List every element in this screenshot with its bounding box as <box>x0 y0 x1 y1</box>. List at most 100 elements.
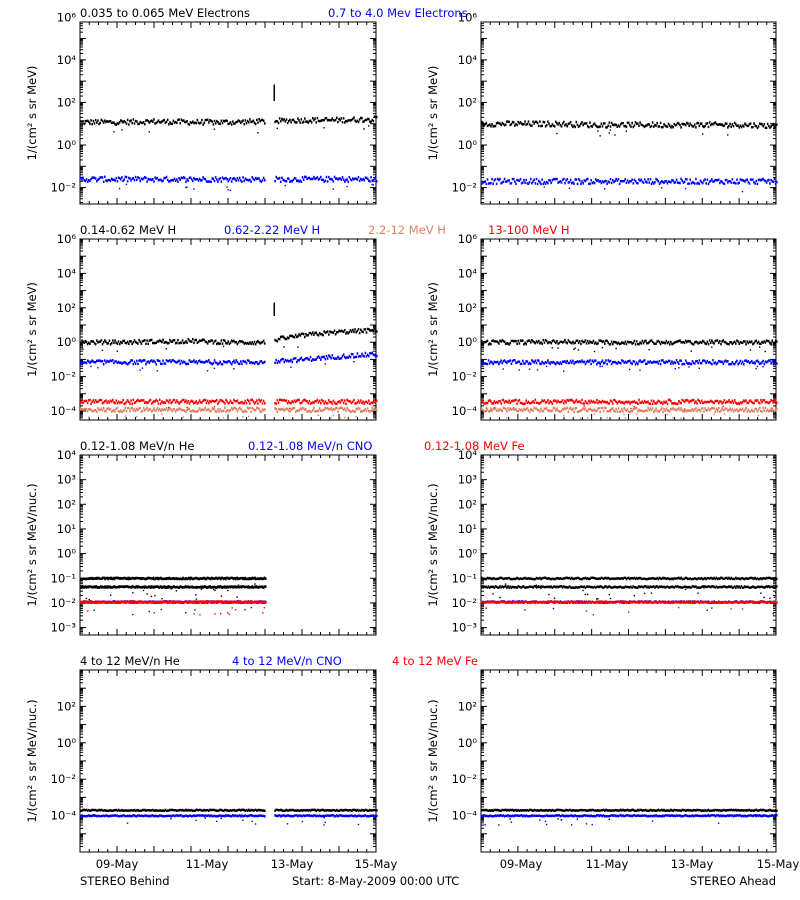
data-point <box>622 401 624 404</box>
data-point <box>172 359 175 362</box>
data-point <box>752 125 754 129</box>
data-point <box>285 118 288 121</box>
data-point <box>613 180 615 184</box>
data-point <box>246 178 249 182</box>
data-point <box>635 122 638 125</box>
data-point <box>496 121 499 124</box>
data-point <box>506 342 508 345</box>
data-point <box>309 119 312 122</box>
data-point <box>648 181 651 184</box>
data-point <box>363 119 366 123</box>
data-point <box>712 359 714 362</box>
data-point <box>88 120 90 124</box>
data-point <box>372 401 375 404</box>
data-point <box>518 360 521 363</box>
data-point <box>619 179 622 183</box>
data-point <box>297 359 299 362</box>
data-point <box>525 343 528 346</box>
data-point <box>283 409 286 412</box>
data-point <box>339 330 342 333</box>
data-point <box>515 398 517 402</box>
data-point <box>635 413 638 415</box>
data-point <box>148 131 150 133</box>
data-point <box>717 123 720 126</box>
data-point <box>348 354 351 358</box>
data-point <box>482 361 484 364</box>
data-point <box>253 402 256 405</box>
data-point <box>483 362 485 365</box>
data-point <box>182 341 185 345</box>
data-point <box>242 402 244 405</box>
data-point <box>509 182 512 185</box>
data-point <box>615 407 618 411</box>
data-point <box>296 179 298 183</box>
data-point <box>712 401 714 404</box>
data-point <box>519 401 522 405</box>
data-point <box>703 401 705 404</box>
data-point <box>631 409 633 413</box>
data-point <box>766 122 769 126</box>
data-point <box>354 355 356 359</box>
data-point <box>202 399 204 403</box>
data-point <box>547 341 549 345</box>
data-point <box>300 401 303 405</box>
data-point <box>516 342 518 345</box>
data-point <box>488 182 491 185</box>
data-point <box>170 588 173 590</box>
data-point <box>302 332 305 336</box>
data-point <box>550 181 553 185</box>
data-point <box>150 586 152 589</box>
data-point <box>110 341 113 345</box>
data-point <box>771 339 774 342</box>
data-point <box>760 362 762 365</box>
data-point <box>757 401 760 404</box>
data-point <box>217 180 219 183</box>
data-point <box>357 175 360 179</box>
data-point <box>737 401 739 405</box>
data-point <box>114 402 116 405</box>
data-point <box>310 177 313 180</box>
data-point <box>490 360 492 363</box>
data-point <box>599 410 602 414</box>
series-black <box>80 585 267 601</box>
data-point <box>569 359 572 363</box>
data-point <box>171 359 174 362</box>
data-point <box>164 408 167 411</box>
data-point <box>539 402 541 405</box>
data-point <box>222 360 225 363</box>
data-point <box>646 401 648 404</box>
data-point <box>336 331 338 334</box>
data-point <box>240 340 242 343</box>
data-point <box>651 181 654 184</box>
data-point <box>128 361 130 365</box>
data-point <box>241 400 243 404</box>
data-point <box>315 331 318 334</box>
data-point <box>638 343 640 346</box>
data-point <box>652 125 655 128</box>
data-point <box>233 176 235 180</box>
data-point <box>142 589 145 592</box>
data-point <box>356 119 359 123</box>
data-point <box>140 410 143 413</box>
data-point <box>745 123 747 126</box>
data-point <box>330 177 332 181</box>
data-point <box>549 362 551 366</box>
data-point <box>496 408 499 411</box>
data-point <box>264 122 266 125</box>
data-point <box>302 358 305 362</box>
data-point <box>548 341 550 344</box>
data-point <box>750 340 753 343</box>
data-point <box>290 121 292 124</box>
data-point <box>609 129 612 131</box>
data-point <box>711 406 713 410</box>
data-point <box>86 359 89 362</box>
data-point <box>82 348 84 350</box>
data-point <box>494 361 497 364</box>
data-point <box>700 122 703 125</box>
data-point <box>622 341 624 345</box>
data-point <box>280 335 282 339</box>
data-point <box>648 409 651 412</box>
data-point <box>139 406 142 410</box>
data-point <box>326 180 329 183</box>
data-point <box>299 334 302 337</box>
